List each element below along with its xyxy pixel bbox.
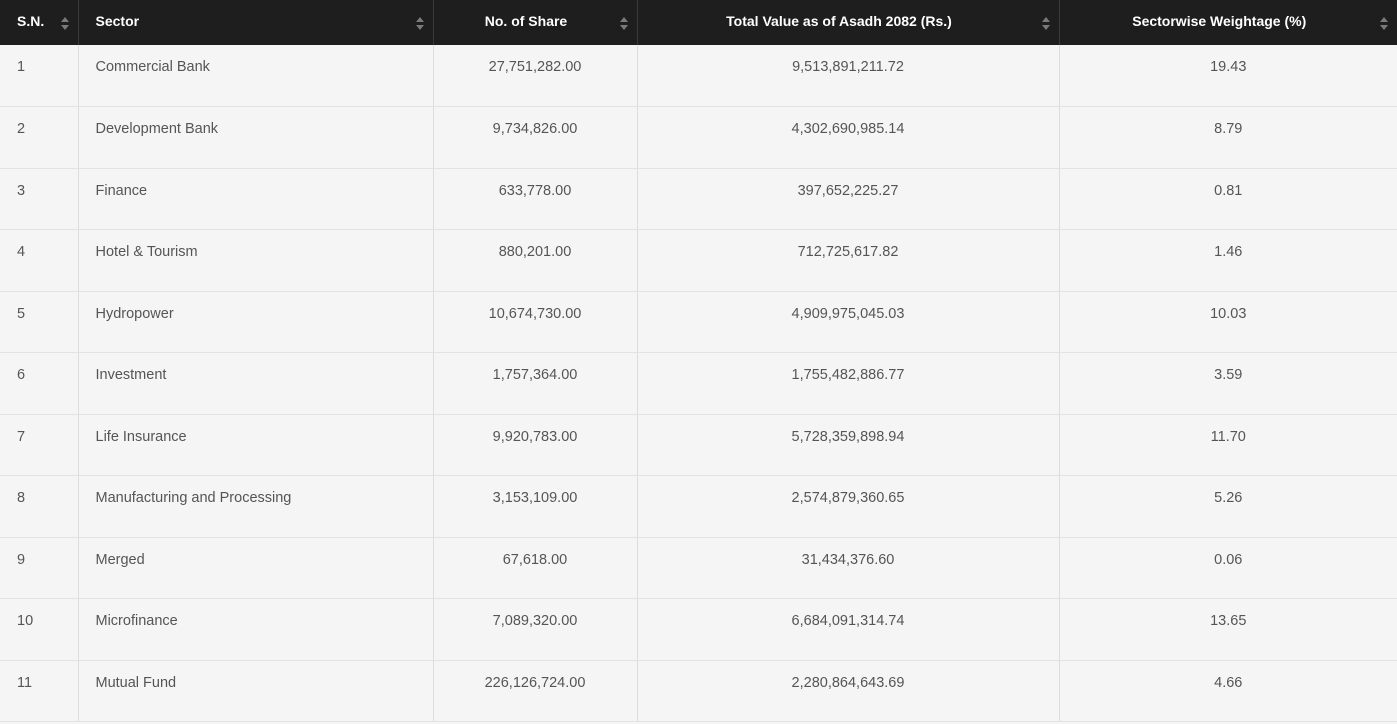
table-row: 1 Commercial Bank 27,751,282.00 9,513,891,2…: [0, 45, 1397, 107]
sort-icon[interactable]: [619, 16, 629, 30]
cell-no-of-share: 10,674,730.00: [433, 291, 638, 353]
cell-no-of-share: 3,153,109.00: [433, 475, 638, 538]
table-row: 9 Merged 67,618.00 31,434,376.60 0.06: [0, 537, 1397, 599]
cell-sn: 5: [0, 291, 79, 353]
cell-sector: Hydropower: [78, 291, 434, 353]
table-header: S.N. Sector No. of Share Total Value as …: [0, 0, 1397, 45]
cell-weightage: 1.46: [1059, 229, 1397, 292]
table-row: 3 Finance 633,778.00 397,652,225.27 0.81: [0, 168, 1397, 230]
cell-weightage: 0.06: [1059, 537, 1397, 599]
table-header-row: S.N. Sector No. of Share Total Value as …: [0, 0, 1397, 45]
cell-total-value: 5,728,359,898.94: [637, 414, 1060, 476]
cell-weightage: 19.43: [1059, 45, 1397, 107]
table-row: 5 Hydropower 10,674,730.00 4,909,975,045.03…: [0, 291, 1397, 353]
cell-no-of-share: 226,126,724.00: [433, 660, 638, 722]
cell-total-value: 9,513,891,211.72: [637, 45, 1060, 107]
cell-no-of-share: 27,751,282.00: [433, 45, 638, 107]
cell-sector: Development Bank: [78, 106, 434, 169]
cell-sector: Finance: [78, 168, 434, 230]
sort-icon[interactable]: [1380, 16, 1389, 30]
cell-total-value: 2,574,879,360.65: [637, 475, 1060, 538]
cell-weightage: 3.59: [1059, 352, 1397, 415]
cell-sector: Manufacturing and Processing: [78, 475, 434, 538]
sort-icon[interactable]: [1041, 16, 1051, 30]
sort-icon[interactable]: [60, 16, 70, 30]
cell-sector: Investment: [78, 352, 434, 415]
cell-sn: 11: [0, 660, 79, 722]
cell-sn: 10: [0, 598, 79, 661]
table-row: 6 Investment 1,757,364.00 1,755,482,886.77 3…: [0, 352, 1397, 415]
cell-sn: 9: [0, 537, 79, 599]
cell-sn: 6: [0, 352, 79, 415]
column-header-sector[interactable]: Sector: [78, 0, 434, 45]
cell-weightage: 4.66: [1059, 660, 1397, 722]
cell-total-value: 1,755,482,886.77: [637, 352, 1060, 415]
column-header-label: No. of Share: [484, 12, 568, 29]
cell-total-value: 31,434,376.60: [637, 537, 1060, 599]
cell-no-of-share: 9,920,783.00: [433, 414, 638, 476]
column-header-label: Total Value as of Asadh 2082 (Rs.): [726, 12, 952, 29]
cell-total-value: 397,652,225.27: [637, 168, 1060, 230]
cell-sector: Life Insurance: [78, 414, 434, 476]
cell-sn: 3: [0, 168, 79, 230]
table-row: 10 Microfinance 7,089,320.00 6,684,091,314.…: [0, 598, 1397, 661]
cell-weightage: 0.81: [1059, 168, 1397, 230]
table-row: 11 Mutual Fund 226,126,724.00 2,280,864,643…: [0, 660, 1397, 722]
cell-sn: 8: [0, 475, 79, 538]
cell-total-value: 2,280,864,643.69: [637, 660, 1060, 722]
table-row: 7 Life Insurance 9,920,783.00 5,728,359,898…: [0, 414, 1397, 476]
cell-sector: Mutual Fund: [78, 660, 434, 722]
cell-no-of-share: 67,618.00: [433, 537, 638, 599]
cell-total-value: 6,684,091,314.74: [637, 598, 1060, 661]
table-row: 4 Hotel & Tourism 880,201.00 712,725,617.82…: [0, 229, 1397, 292]
sort-icon[interactable]: [415, 16, 425, 30]
cell-weightage: 11.70: [1059, 414, 1397, 476]
cell-weightage: 13.65: [1059, 598, 1397, 661]
column-header-sn[interactable]: S.N.: [0, 0, 79, 45]
column-header-no-of-share[interactable]: No. of Share: [433, 0, 638, 45]
cell-total-value: 4,909,975,045.03: [637, 291, 1060, 353]
column-header-total-value[interactable]: Total Value as of Asadh 2082 (Rs.): [637, 0, 1060, 45]
cell-sn: 4: [0, 229, 79, 292]
cell-sector: Microfinance: [78, 598, 434, 661]
table-row: 2 Development Bank 9,734,826.00 4,302,690,9…: [0, 106, 1397, 169]
cell-weightage: 10.03: [1059, 291, 1397, 353]
cell-weightage: 8.79: [1059, 106, 1397, 169]
cell-total-value: 4,302,690,985.14: [637, 106, 1060, 169]
column-header-label: Sectorwise Weightage (%): [1132, 12, 1307, 29]
table-body: 1 Commercial Bank 27,751,282.00 9,513,891,2…: [0, 45, 1397, 722]
cell-total-value: 712,725,617.82: [637, 229, 1060, 292]
cell-no-of-share: 880,201.00: [433, 229, 638, 292]
cell-sn: 7: [0, 414, 79, 476]
cell-sector: Merged: [78, 537, 434, 599]
column-header-label: Sector: [95, 12, 140, 29]
cell-weightage: 5.26: [1059, 475, 1397, 538]
cell-no-of-share: 9,734,826.00: [433, 106, 638, 169]
cell-sector: Hotel & Tourism: [78, 229, 434, 292]
cell-no-of-share: 1,757,364.00: [433, 352, 638, 415]
cell-sector: Commercial Bank: [78, 45, 434, 107]
cell-sn: 2: [0, 106, 79, 169]
column-header-label: S.N.: [17, 12, 45, 29]
column-header-weightage[interactable]: Sectorwise Weightage (%): [1059, 0, 1397, 45]
cell-no-of-share: 7,089,320.00: [433, 598, 638, 661]
table-row: 8 Manufacturing and Processing 3,153,109.0…: [0, 475, 1397, 538]
cell-sn: 1: [0, 45, 79, 107]
cell-no-of-share: 633,778.00: [433, 168, 638, 230]
